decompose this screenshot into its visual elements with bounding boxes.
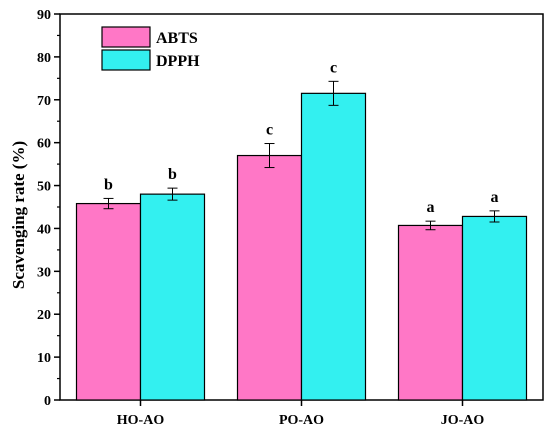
x-tick-label: HO-AO [117, 413, 165, 428]
x-tick-label: JO-AO [441, 413, 485, 428]
legend-label: DPPH [156, 53, 200, 70]
y-tick-label: 80 [37, 51, 51, 66]
significance-label: a [427, 199, 435, 216]
y-axis-title: Scavenging rate (%) [9, 141, 28, 289]
legend-swatch [101, 26, 151, 48]
legend-swatch [101, 49, 151, 71]
bar [397, 224, 464, 401]
y-tick-label: 90 [37, 8, 51, 23]
plot-area: 0 10 20 30 40 50 60 70 80 90 HO-AO b b PO-AO c c JO-AO a a… [37, 8, 544, 428]
significance-label: b [104, 176, 113, 193]
y-tick-label: 40 [37, 222, 51, 237]
significance-label: a [491, 189, 499, 206]
legend-label: ABTS [156, 30, 198, 47]
bar [75, 202, 142, 401]
y-tick-label: 20 [37, 308, 51, 323]
y-tick-label: 70 [37, 94, 51, 109]
y-tick-label: 30 [37, 265, 51, 280]
x-tick-label: PO-AO [279, 413, 324, 428]
significance-label: b [168, 166, 177, 183]
y-tick-label: 10 [37, 351, 51, 366]
bar [139, 193, 206, 401]
y-tick-label: 50 [37, 180, 51, 195]
y-tick-label: 60 [37, 137, 51, 152]
bar [236, 154, 303, 401]
bar [300, 92, 367, 401]
y-tick-label: 0 [44, 394, 51, 409]
significance-label: c [266, 122, 273, 139]
bar [461, 215, 528, 401]
significance-label: c [330, 59, 337, 76]
